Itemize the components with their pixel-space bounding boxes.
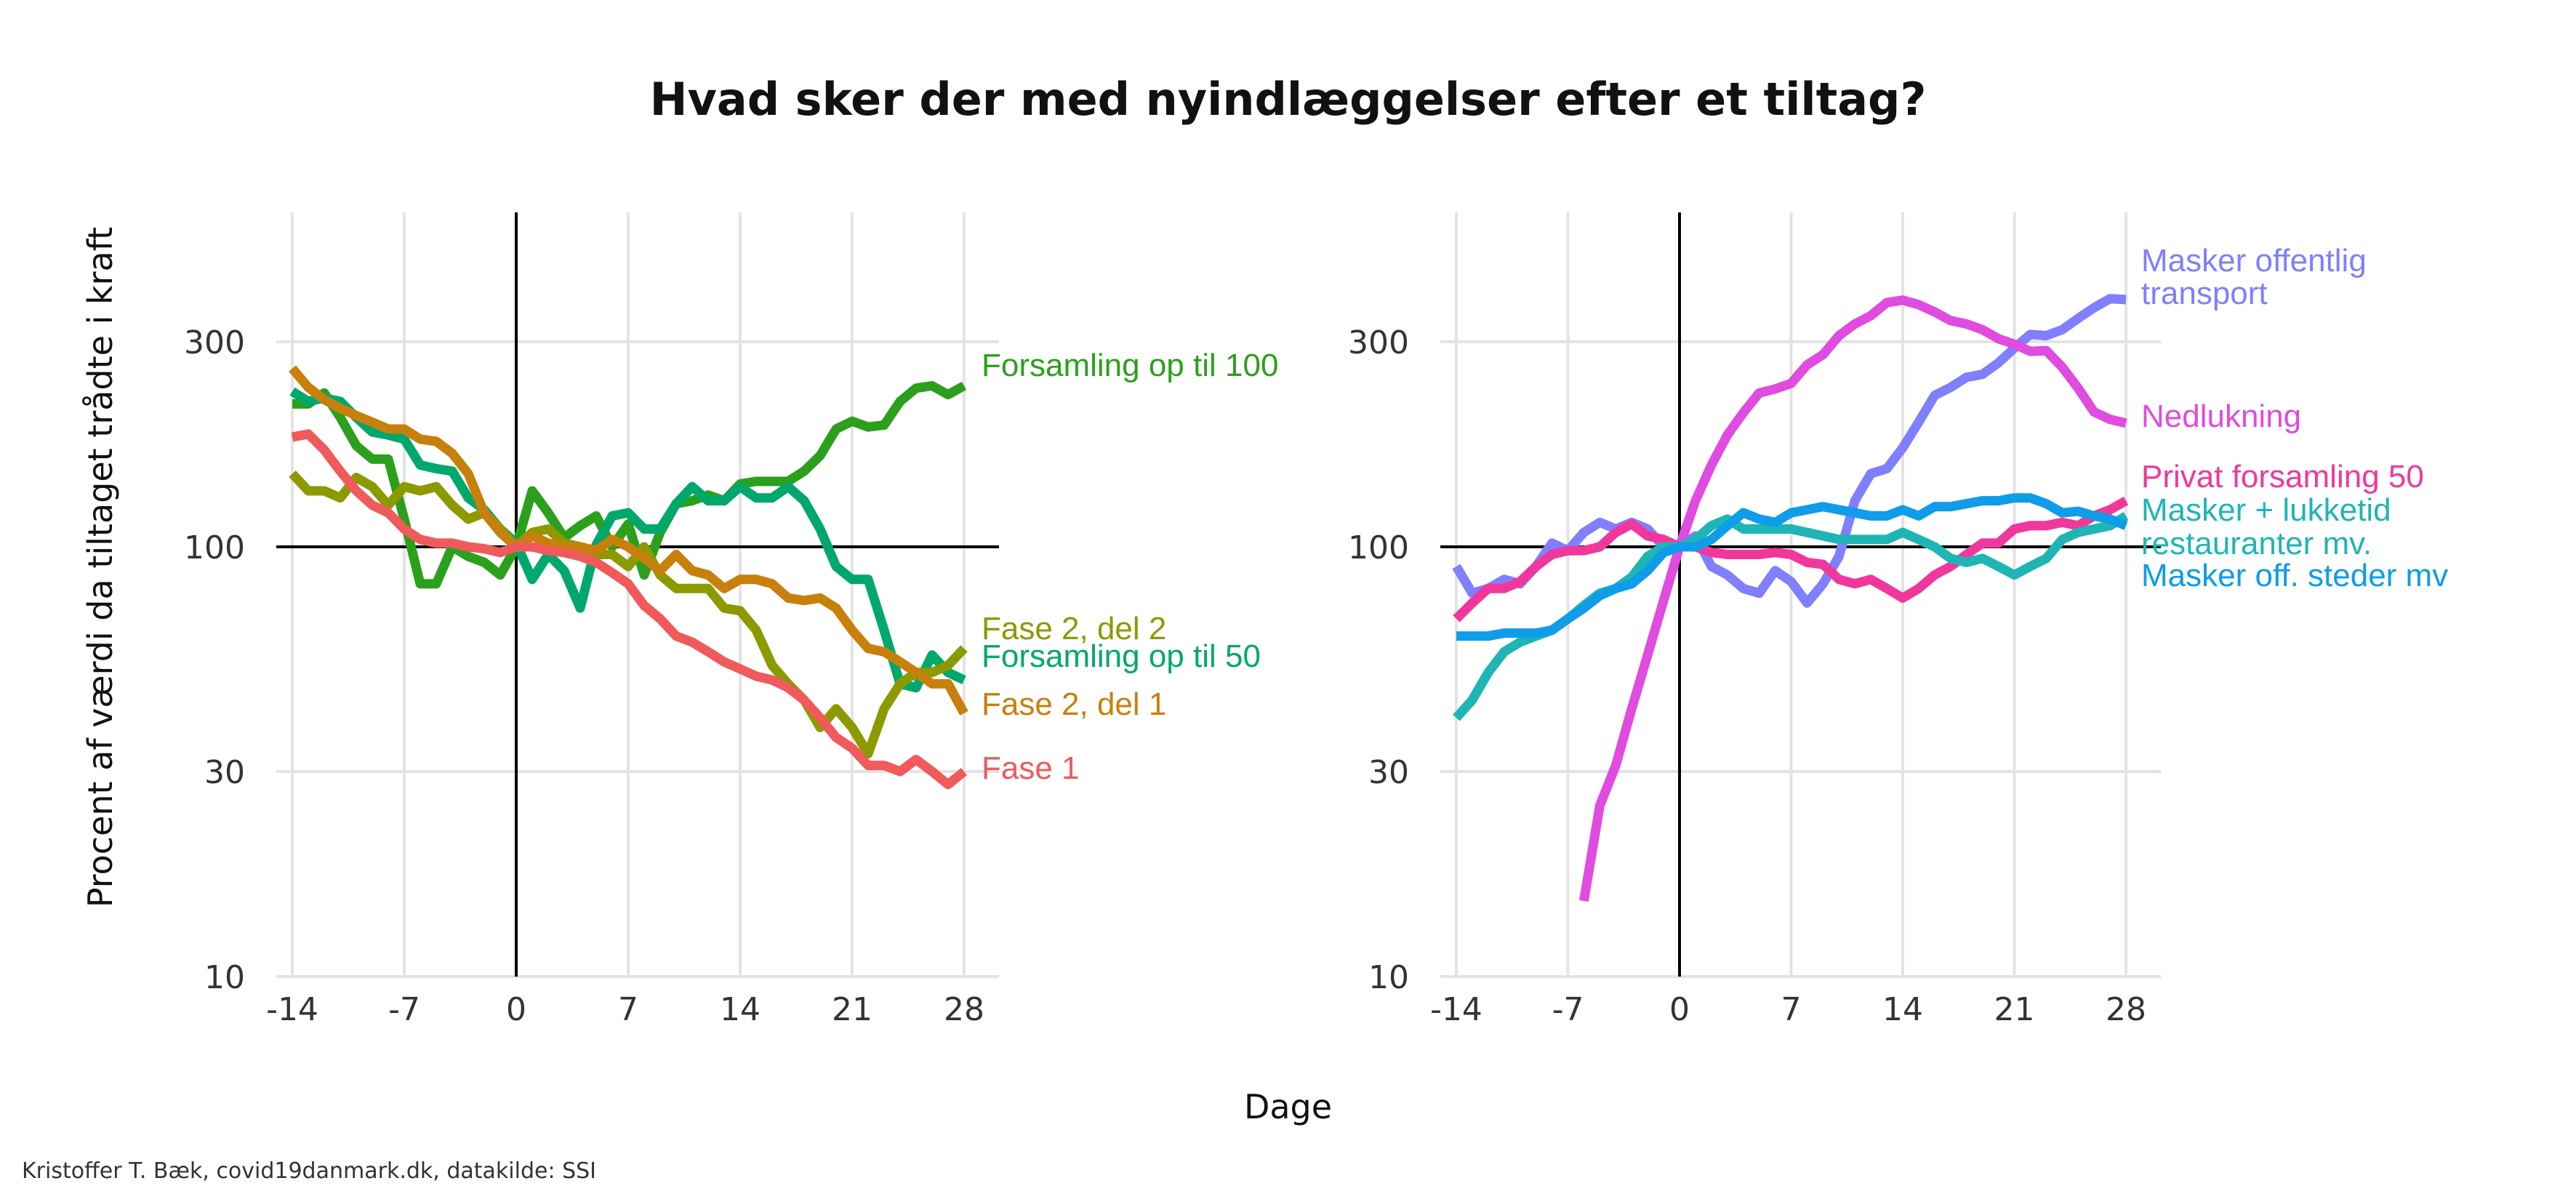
x-tick-label: -14 <box>1430 991 1482 1028</box>
left-panel: -14 -7 0 7 14 21 28 10 30 100 300 Forsamling op til… <box>184 212 1278 1028</box>
series-label: transport <box>2141 276 2268 311</box>
series-label: Fase 2, del 1 <box>982 686 1166 722</box>
x-tick-label: 7 <box>1781 991 1802 1028</box>
x-tick-label: -7 <box>1552 991 1584 1028</box>
series-line-fase-2-del-2 <box>289 470 968 759</box>
y-tick-label: 10 <box>1368 959 1409 996</box>
x-tick-label: 21 <box>1994 991 2035 1028</box>
x-tick-label: 14 <box>1882 991 1923 1028</box>
x-tick-label: 0 <box>1669 991 1690 1028</box>
series-label: Fase 1 <box>982 750 1080 786</box>
x-tick-label: 14 <box>720 991 761 1028</box>
series-label: Masker offentlig <box>2141 243 2367 279</box>
x-tick-label: 0 <box>506 991 526 1028</box>
series-line-fase-1 <box>291 429 968 790</box>
x-tick-label: -14 <box>266 991 318 1028</box>
y-tick-label: 100 <box>184 529 245 566</box>
x-tick-label: 7 <box>618 991 638 1028</box>
y-tick-label: 100 <box>1348 529 1409 566</box>
x-tick-label: 28 <box>2106 991 2146 1028</box>
y-tick-label: 10 <box>204 959 245 996</box>
source-caption: Kristoffer T. Bæk, covid19danmark.dk, da… <box>22 1158 597 1184</box>
y-tick-label: 30 <box>204 754 245 791</box>
y-tick-label: 300 <box>1348 324 1409 361</box>
x-tick-label: 28 <box>944 991 984 1028</box>
series-label: Masker off. steder mv <box>2141 558 2448 593</box>
series-line-masker-off-steder-mv <box>1456 493 2128 641</box>
series-label: restauranter mv. <box>2141 526 2372 561</box>
series-label: Privat forsamling 50 <box>2141 459 2424 494</box>
series-line-nedlukning <box>1578 295 2127 902</box>
x-tick-label: -7 <box>388 991 420 1028</box>
x-axis-label: Dage <box>1243 1087 1333 1126</box>
series-line-privat-forsamling-50 <box>1453 496 2129 622</box>
series-label: Masker + lukketid <box>2141 492 2391 528</box>
series-label: Forsamling op til 100 <box>982 348 1278 383</box>
chart-title: Hvad sker der med nyindlæggelser efter e… <box>649 73 1927 126</box>
series-line-forsamling-op-til-50 <box>289 387 966 693</box>
series-label: Forsamling op til 50 <box>982 638 1261 674</box>
right-panel: -14 -7 0 7 14 21 28 10 30 100 300 Masker offentligt… <box>1348 212 2448 1028</box>
series-label: Fase 2, del 2 <box>982 611 1166 646</box>
series-label: Nedlukning <box>2141 398 2301 434</box>
y-tick-label: 300 <box>184 324 245 361</box>
series-line-forsamling-op-til-100 <box>292 381 967 589</box>
y-tick-label: 30 <box>1368 754 1409 791</box>
x-tick-label: 21 <box>832 991 872 1028</box>
series-line-fase-2-del-1 <box>289 365 968 716</box>
